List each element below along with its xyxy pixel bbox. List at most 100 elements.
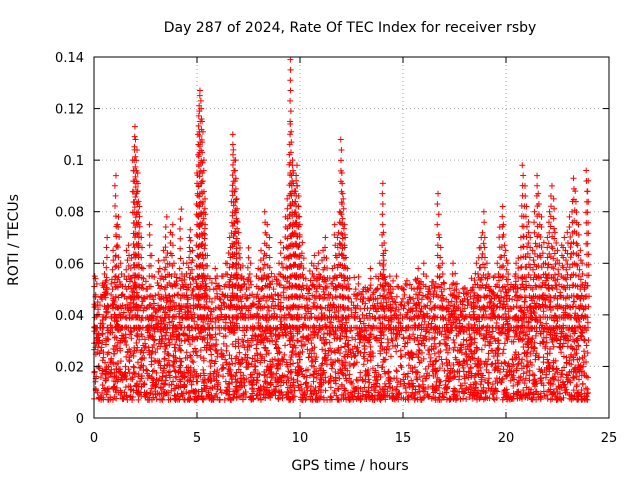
data-point [162,332,169,339]
data-point [387,353,394,360]
data-point [495,346,502,353]
data-point [407,350,414,357]
data-point [572,369,579,376]
data-point [332,369,339,376]
data-point [293,162,300,169]
data-point [159,369,166,376]
data-point [100,260,107,267]
data-point [395,390,402,397]
data-point [397,347,404,354]
data-point [172,348,179,355]
data-point [256,387,263,394]
data-point [379,345,386,352]
data-point [172,373,179,380]
data-point [519,376,526,383]
data-point [355,384,362,391]
data-point [355,390,362,397]
data-point [166,319,173,326]
data-point [427,358,434,365]
data-point [500,366,507,373]
data-point [123,342,130,349]
data-point [489,360,496,367]
data-point [393,375,400,382]
data-point [248,361,255,368]
data-point [557,373,564,380]
data-point [91,368,98,375]
data-point [277,382,284,389]
data-point [347,389,354,396]
data-point [422,365,429,372]
data-point [371,374,378,381]
data-point [201,231,208,238]
data-point [415,382,422,389]
data-point [272,341,279,348]
data-point [191,318,198,325]
data-point [331,309,338,316]
data-point [367,282,374,289]
data-point [328,365,335,372]
data-point [317,304,324,311]
data-point [186,234,193,241]
data-point [112,203,119,210]
data-point [403,277,410,284]
data-point [543,364,550,371]
data-point [337,366,344,373]
data-point [457,396,464,403]
data-point [193,348,200,355]
data-point [510,382,517,389]
data-point [351,353,358,360]
data-point [337,209,344,216]
data-point [332,374,339,381]
data-point [312,356,319,363]
data-point [296,353,303,360]
data-point [354,377,361,384]
data-point [178,206,185,213]
data-point [193,378,200,385]
data-point [463,396,470,403]
data-point [200,395,207,402]
data-point [298,368,305,375]
data-point [155,268,162,275]
data-point [276,374,283,381]
data-point [161,355,168,362]
data-point [400,371,407,378]
data-point [171,358,178,365]
data-point [523,368,530,375]
data-point [283,332,290,339]
data-point [157,396,164,403]
data-point [146,351,153,358]
data-point [287,77,294,84]
data-point [575,376,582,383]
data-point [213,390,220,397]
data-point [340,225,347,232]
data-point [269,361,276,368]
data-point [497,330,504,337]
data-point [510,372,517,379]
data-point [146,221,153,228]
data-point [463,337,470,344]
data-point [351,274,358,281]
data-point [197,353,204,360]
data-point [140,381,147,388]
data-point [233,369,240,376]
data-point [146,231,153,238]
data-point [345,305,352,312]
data-point [135,396,142,403]
data-point [365,376,372,383]
data-point [103,254,110,261]
data-point [520,370,527,377]
data-point [390,277,397,284]
data-point [545,387,552,394]
data-point [158,385,165,392]
data-point [425,363,432,370]
data-point [196,92,203,99]
data-point [445,378,452,385]
data-point [582,385,589,392]
data-point [157,362,164,369]
data-point [585,337,592,344]
data-point [236,244,243,251]
data-point [374,286,381,293]
data-point [560,394,567,401]
data-point [316,365,323,372]
data-point [200,366,207,373]
